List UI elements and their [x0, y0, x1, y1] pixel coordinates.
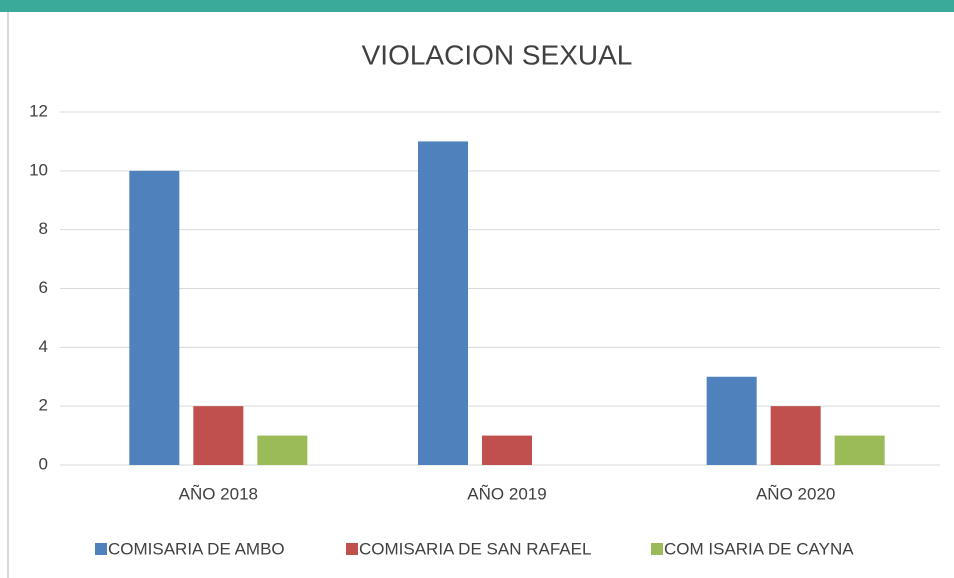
y-tick-label: 4 — [39, 337, 48, 356]
bar — [418, 141, 468, 465]
bar — [706, 376, 757, 465]
legend-swatch — [95, 543, 107, 555]
y-tick-label: 12 — [29, 101, 48, 120]
legend-label: COMISARIA DE AMBO — [108, 539, 285, 558]
x-tick-label: AÑO 2020 — [756, 484, 835, 503]
legend-label: COMISARIA DE SAN RAFAEL — [359, 539, 591, 558]
y-tick-label: 10 — [29, 160, 48, 179]
y-tick-label: 2 — [39, 396, 48, 415]
bar — [257, 435, 308, 465]
x-tick-label: AÑO 2018 — [179, 484, 258, 503]
y-tick-label: 6 — [39, 278, 48, 297]
bar — [193, 406, 244, 465]
bar — [482, 435, 532, 465]
chart-title: VIOLACION SEXUAL — [362, 39, 633, 70]
bar — [834, 435, 885, 465]
legend-label: COM ISARIA DE CAYNA — [664, 539, 854, 558]
x-tick-label: AÑO 2019 — [467, 484, 546, 503]
y-tick-label: 8 — [39, 219, 48, 238]
top-band — [0, 0, 954, 12]
legend-swatch — [651, 543, 663, 555]
legend-swatch — [346, 543, 358, 555]
bar — [129, 170, 180, 466]
y-tick-label: 0 — [39, 454, 48, 473]
bar — [770, 406, 821, 465]
